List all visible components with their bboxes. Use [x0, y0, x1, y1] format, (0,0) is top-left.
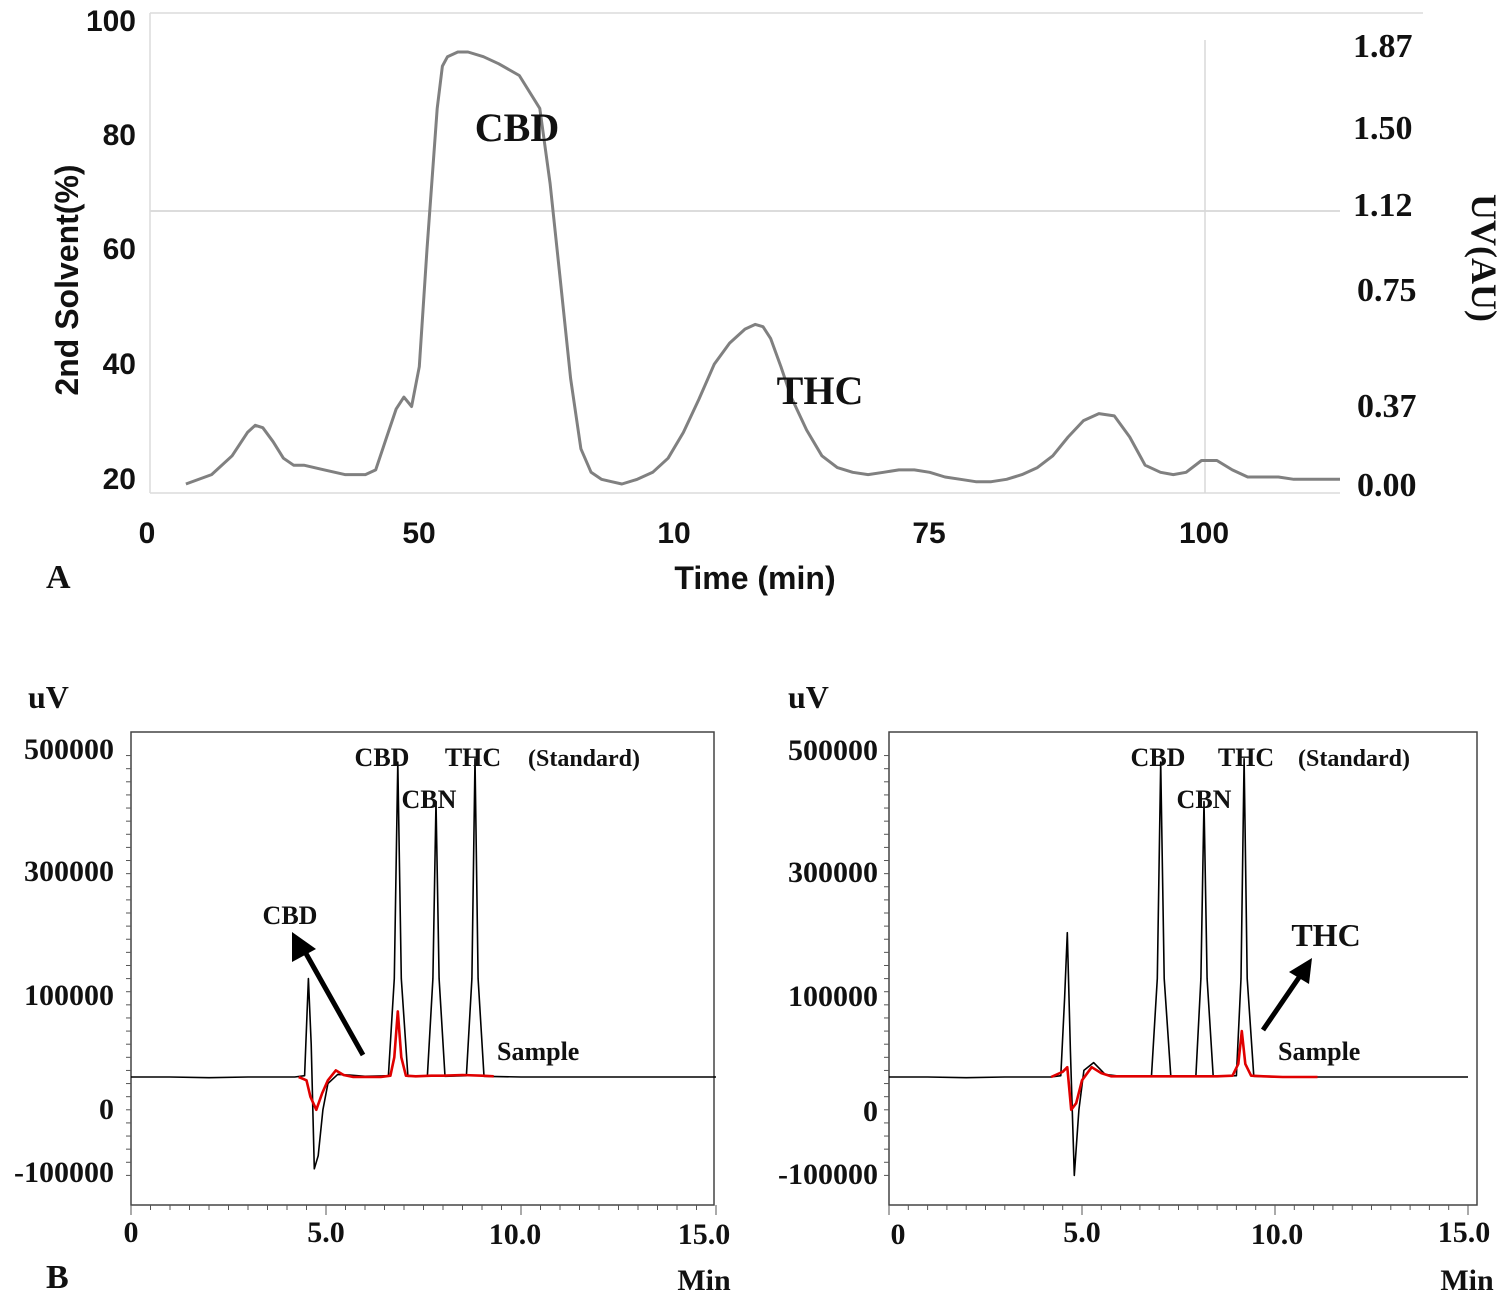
y-tick-label: -100000: [14, 1156, 114, 1189]
x-tick-labels: 0 5.0 10.0 15.0: [124, 1216, 731, 1251]
panel-b-right: uV 500000 300000 100000 0 -100000 0 5.0 …: [778, 679, 1494, 1296]
peak-label-thc: THC: [777, 368, 864, 413]
standard-trace: [889, 758, 1468, 1177]
peak-label-cbn: CBN: [402, 785, 457, 814]
sample-label: Sample: [497, 1037, 579, 1066]
y-tick-label: 300000: [24, 855, 114, 888]
x-tick-label: 10.0: [489, 1218, 542, 1251]
annotations: CBD CBN THC (Standard) Sample THC: [1131, 743, 1410, 1066]
x-axis-title: Min: [677, 1264, 731, 1296]
x-tick-label: 0: [139, 517, 156, 550]
right-tick-label: 1.87: [1353, 28, 1413, 65]
axis-ticks: [884, 755, 1469, 1215]
standard-label: (Standard): [1298, 746, 1410, 772]
x-tick-label: 5.0: [307, 1216, 345, 1249]
right-tick-labels: 1.87 1.50 1.12 0.75 0.37 0.00: [1353, 28, 1417, 504]
x-tick-label: 15.0: [678, 1218, 731, 1251]
right-tick-label: 0.37: [1357, 388, 1417, 425]
peak-label-thc: THC: [1218, 743, 1274, 772]
sample-trace: [1050, 1029, 1318, 1112]
right-tick-label: 1.12: [1353, 187, 1413, 224]
right-tick-label: 0.75: [1357, 272, 1417, 309]
right-axis-title: UV(AU): [1464, 194, 1499, 322]
peak-label-thc: THC: [445, 743, 501, 772]
y-axis-title: uV: [28, 679, 69, 715]
panel-a: 100 80 60 40 20 2nd Solvent(%) 1.87 1.50…: [46, 5, 1499, 596]
peak-label-cbn: CBN: [1177, 785, 1232, 814]
left-tick-labels: 100 80 60 40 20: [86, 5, 136, 496]
x-tick-label: 15.0: [1438, 1216, 1491, 1249]
plot-frame: [888, 731, 1478, 1206]
left-axis-title: 2nd Solvent(%): [49, 164, 85, 395]
standard-trace: [131, 758, 716, 1170]
left-tick-label: 20: [103, 463, 136, 496]
peak-label-cbd: CBD: [355, 743, 410, 772]
arrow-thc: [1260, 958, 1312, 1032]
y-tick-label: 0: [99, 1093, 114, 1126]
x-tick-label: 5.0: [1063, 1216, 1101, 1249]
peak-label-cbd: CBD: [475, 105, 559, 150]
y-tick-label: 500000: [24, 733, 114, 766]
panel-label-a: A: [46, 559, 71, 596]
y-tick-label: 300000: [788, 856, 878, 889]
x-axis-title: Min: [1440, 1264, 1494, 1296]
standard-label: (Standard): [528, 746, 640, 772]
x-tick-label: 75: [912, 517, 945, 550]
y-tick-label: 100000: [788, 980, 878, 1013]
plot-frame: [130, 731, 715, 1206]
y-tick-label: -100000: [778, 1158, 878, 1191]
axis-ticks: [126, 755, 717, 1215]
x-tick-label: 10: [657, 517, 690, 550]
right-tick-label: 0.00: [1357, 467, 1417, 504]
peak-label-cbd: CBD: [1131, 743, 1186, 772]
left-tick-label: 80: [103, 119, 136, 152]
x-tick-label: 10.0: [1251, 1218, 1304, 1251]
annotations: CBD CBN THC (Standard) Sample CBD: [263, 743, 640, 1066]
x-tick-label: 50: [402, 517, 435, 550]
x-tick-label: 0: [124, 1216, 139, 1249]
left-tick-label: 60: [103, 233, 136, 266]
sample-label: Sample: [1278, 1037, 1360, 1066]
sample-trace: [298, 1010, 494, 1112]
x-tick-labels: 0 50 10 75 100: [139, 517, 1229, 550]
y-tick-label: 100000: [24, 979, 114, 1012]
panel-label-b: B: [46, 1259, 69, 1296]
y-axis-title: uV: [788, 679, 829, 715]
right-tick-label: 1.50: [1353, 110, 1413, 147]
sample-peak-label-thc: THC: [1291, 917, 1360, 953]
left-tick-label: 40: [103, 348, 136, 381]
x-tick-label: 0: [891, 1218, 906, 1251]
y-tick-label: 0: [863, 1095, 878, 1128]
sample-peak-label-cbd: CBD: [263, 901, 318, 930]
arrow-cbd: [292, 932, 366, 1057]
panel-b-left: uV 500000 300000 100000 0 -100000 0 5.0 …: [14, 679, 731, 1296]
y-tick-labels: 500000 300000 100000 0 -100000: [778, 734, 878, 1191]
x-tick-label: 100: [1179, 517, 1229, 550]
x-axis-title: Time (min): [674, 560, 835, 596]
y-tick-label: 500000: [788, 734, 878, 767]
left-tick-label: 100: [86, 5, 136, 38]
x-tick-labels: 0 5.0 10.0 15.0: [891, 1216, 1491, 1251]
y-tick-labels: 500000 300000 100000 0 -100000: [14, 733, 114, 1189]
uv-trace: [185, 50, 1340, 486]
